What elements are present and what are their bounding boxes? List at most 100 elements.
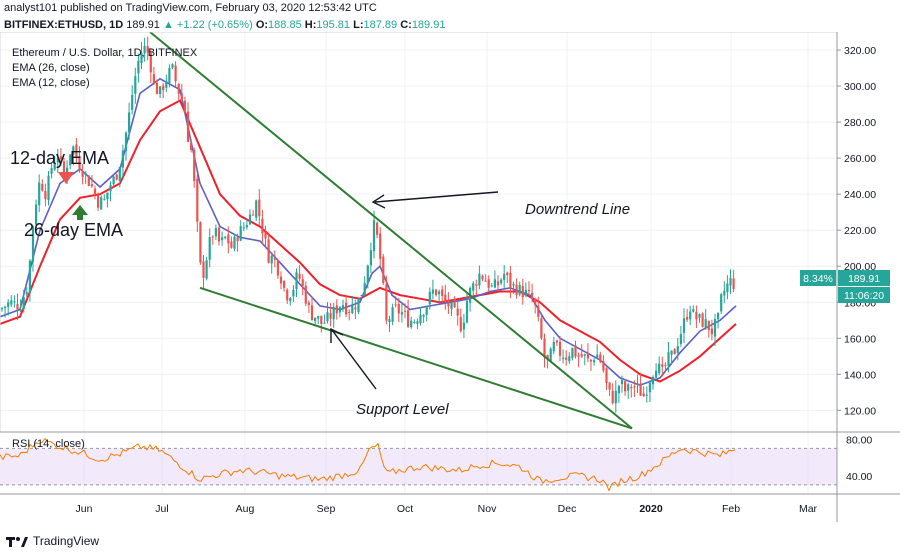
candle-up: [568, 356, 571, 362]
candle-down: [304, 285, 307, 304]
candle-up: [438, 291, 441, 295]
candle-down: [710, 328, 713, 335]
candle-up: [400, 312, 403, 315]
support-pointer-arrow: [331, 329, 377, 390]
candle-up: [648, 382, 651, 393]
candle-up: [372, 220, 376, 252]
candle-down: [162, 85, 165, 91]
candle-up: [351, 304, 354, 314]
y-tick-label: 300.00: [844, 81, 876, 93]
candle-down: [707, 320, 710, 331]
candle-down: [87, 175, 90, 186]
candle-up: [658, 363, 661, 374]
x-tick-label: Mar: [799, 503, 818, 515]
candle-down: [459, 317, 462, 332]
candle-up: [25, 292, 28, 295]
candle-down: [394, 304, 397, 306]
close-value: 189.91: [411, 19, 446, 31]
candle-down: [586, 353, 589, 359]
candle-down: [673, 349, 676, 355]
candle-down: [276, 260, 279, 276]
candle-up: [478, 273, 481, 286]
candle-up: [0, 308, 4, 310]
candle-down: [453, 299, 456, 308]
price-chart[interactable]: 120.00140.00160.00180.00200.00220.00240.…: [0, 32, 900, 554]
annotation-12-day-ema: 12-day EMA: [10, 148, 109, 168]
y-tick-label: 320.00: [844, 45, 876, 57]
candle-down: [230, 241, 233, 248]
candle-up: [314, 317, 317, 322]
candle-up: [682, 318, 686, 333]
candle-down: [190, 143, 193, 150]
tradingview-logo-icon: [6, 537, 28, 547]
rsi-tick-label: 80.00: [846, 434, 872, 446]
candle-down: [307, 302, 310, 306]
candle-up: [53, 163, 56, 170]
candle-down: [509, 272, 512, 288]
candle-up: [679, 334, 682, 344]
candle-down: [62, 161, 66, 176]
candle-up: [72, 146, 75, 155]
candle-up: [490, 285, 493, 287]
candle-down: [686, 316, 689, 320]
candle-up: [410, 320, 413, 328]
candle-down: [695, 311, 698, 320]
candle-down: [555, 340, 558, 343]
candle-up: [28, 260, 31, 294]
candle-up: [7, 302, 10, 308]
candle-up: [205, 260, 208, 279]
x-tick-label: Oct: [397, 503, 413, 515]
candle-down: [345, 302, 348, 315]
candle-down: [236, 237, 239, 242]
candle-up: [704, 319, 707, 329]
candle-up: [35, 204, 38, 225]
candle-up: [292, 289, 295, 297]
candle-down: [537, 305, 540, 317]
candle-down: [496, 281, 500, 286]
candle-up: [112, 176, 115, 185]
candle-up: [121, 150, 124, 168]
candle-up: [413, 321, 416, 323]
candle-up: [326, 312, 329, 322]
candle-down: [41, 184, 44, 191]
high-value: 195.81: [316, 19, 351, 31]
candle-up: [462, 322, 465, 330]
y-tick-label: 260.00: [844, 153, 876, 165]
candle-down: [589, 359, 593, 362]
candle-down: [301, 279, 304, 286]
candle-down: [183, 100, 186, 113]
candle-down: [630, 386, 633, 389]
candle-down: [661, 364, 664, 367]
candle-up: [552, 341, 555, 352]
candle-down: [261, 218, 264, 234]
candle-up: [270, 255, 273, 264]
candle-down: [146, 46, 149, 53]
candle-up: [596, 354, 599, 358]
candle-down: [202, 261, 205, 278]
candle-up: [655, 370, 658, 378]
x-tick-label: Jun: [76, 503, 93, 515]
candle-down: [252, 214, 255, 216]
candle-up: [323, 322, 326, 324]
candle-down: [93, 188, 97, 195]
candle-up: [366, 265, 369, 283]
candle-down: [624, 381, 627, 392]
candle-down: [258, 199, 261, 217]
candle-up: [31, 226, 35, 262]
candle-up: [233, 236, 236, 249]
candle-down: [456, 308, 459, 316]
candle-down: [152, 74, 155, 84]
candle-down: [481, 275, 484, 280]
candle-down: [81, 171, 84, 177]
y-tick-label: 220.00: [844, 225, 876, 237]
rsi-band: [0, 448, 837, 485]
candle-up: [357, 298, 360, 313]
candle-up: [391, 307, 394, 322]
high-label: H:: [304, 19, 317, 31]
candle-up: [369, 250, 372, 266]
change-badge: [800, 270, 836, 286]
y-tick-label: 240.00: [844, 189, 876, 201]
y-tick-label: 120.00: [844, 405, 876, 417]
candle-down: [447, 299, 450, 307]
candle-up: [22, 297, 25, 310]
